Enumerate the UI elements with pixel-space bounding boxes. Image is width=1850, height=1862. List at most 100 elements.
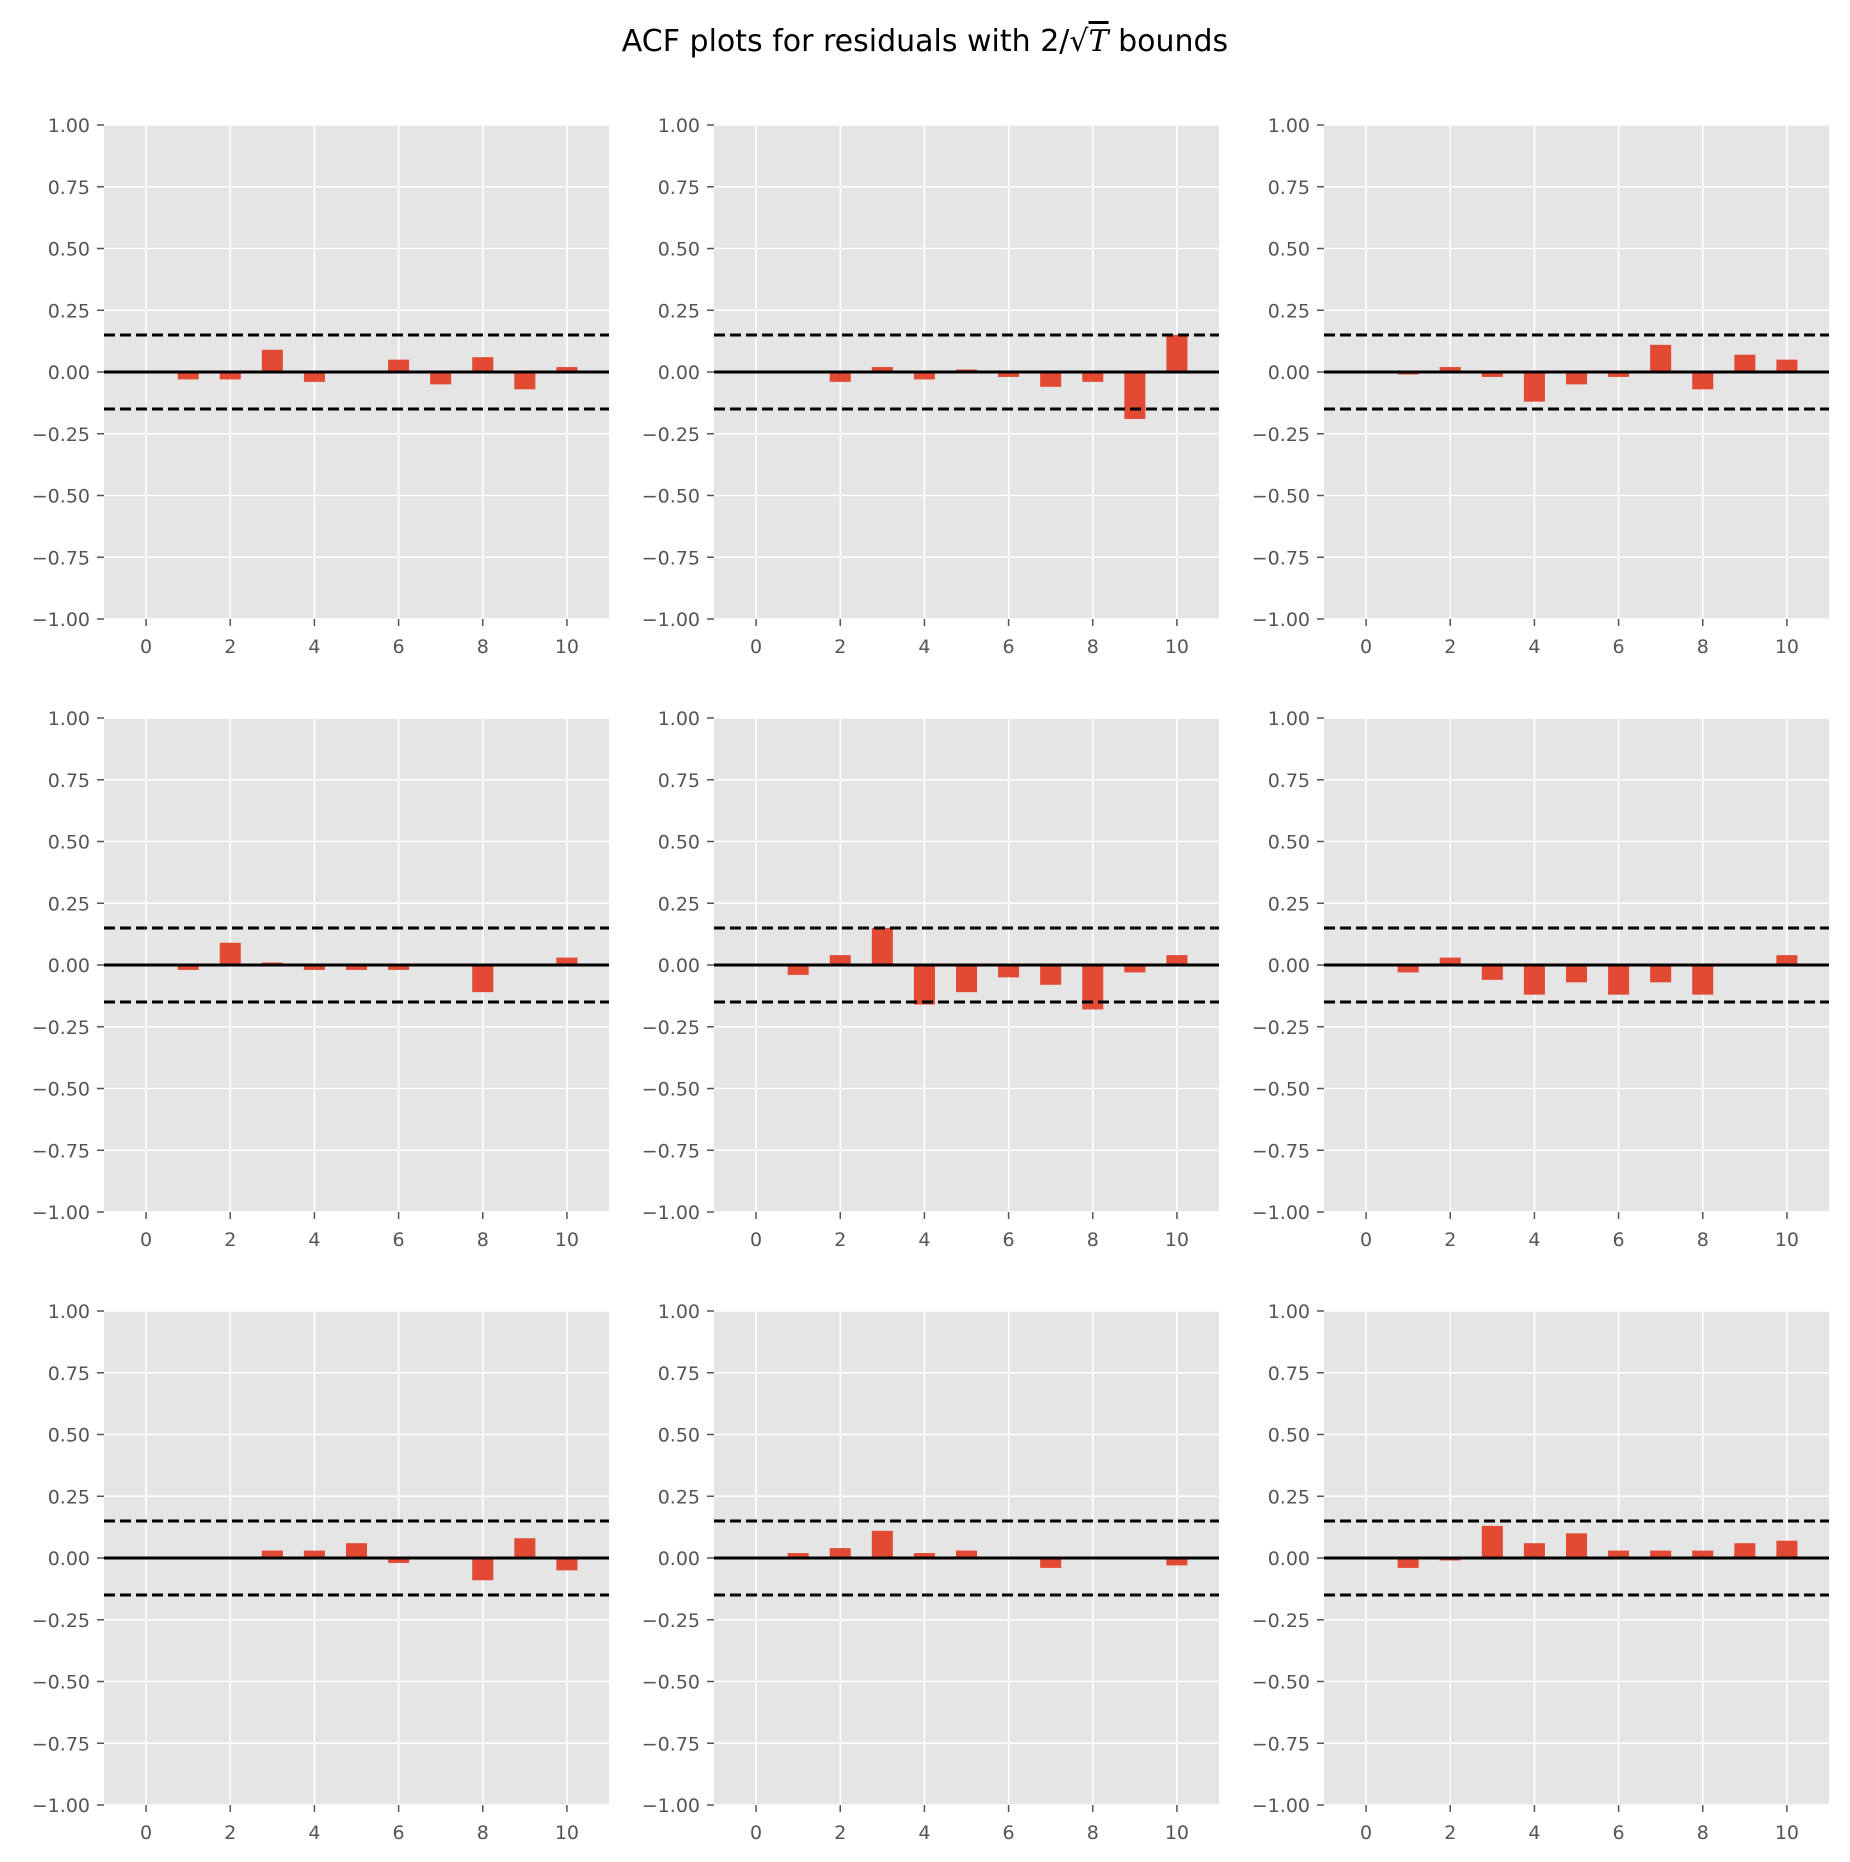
x-tick-label: 10 [1165, 636, 1189, 658]
x-tick-label: 8 [1087, 1822, 1099, 1844]
y-tick-label: 0.25 [1268, 1486, 1310, 1508]
x-tick-label: 0 [750, 1229, 762, 1251]
y-tick-label: 1.00 [1268, 115, 1310, 137]
acf-bar [1124, 372, 1146, 419]
acf-bar [1650, 1550, 1672, 1558]
y-tick-label: −0.75 [642, 1140, 700, 1162]
acf-bar [1166, 955, 1188, 965]
x-tick-label: 4 [308, 1229, 320, 1251]
acf-bar [955, 965, 978, 993]
y-tick-label: 0.25 [658, 893, 700, 915]
acf-bar [1040, 1558, 1062, 1568]
y-tick-label: 0.00 [658, 362, 700, 384]
figure-title: ACF plots for residuals with 2/√T bounds [0, 24, 1850, 59]
y-tick-label: −1.00 [1252, 1795, 1310, 1817]
x-tick-label: 2 [224, 1822, 236, 1844]
y-tick-label: 0.00 [48, 955, 90, 977]
y-tick-label: −0.75 [1252, 1140, 1310, 1162]
acf-bar [472, 1558, 494, 1581]
y-tick-label: 1.00 [48, 708, 90, 730]
acf-bar [1650, 344, 1672, 372]
x-tick-label: 2 [1444, 636, 1456, 658]
x-tick-label: 10 [1775, 1229, 1799, 1251]
x-tick-label: 2 [224, 1229, 236, 1251]
y-tick-label: 0.25 [658, 300, 700, 322]
y-tick-label: 0.75 [658, 1363, 700, 1385]
y-tick-label: 0.50 [658, 239, 700, 261]
x-tick-label: 10 [1775, 1822, 1799, 1844]
x-tick-label: 4 [1528, 1229, 1540, 1251]
acf-bar [261, 1550, 283, 1558]
y-tick-label: 0.75 [1268, 770, 1310, 792]
acf-bar [472, 965, 494, 993]
x-tick-label: 4 [308, 636, 320, 658]
y-tick-label: 1.00 [658, 115, 700, 137]
y-tick-label: 0.25 [1268, 300, 1310, 322]
x-tick-label: 6 [393, 1822, 405, 1844]
acf-panel: −1.00 −0.75 −0.50 −0.25 0.00 0.25 0.50 0.75 1.00… [32, 1301, 609, 1844]
acf-panel: −1.00 −0.75 −0.50 −0.25 0.00 0.25 0.50 0.75 1.00… [1252, 115, 1829, 658]
y-tick-label: −0.50 [32, 1079, 90, 1101]
x-tick-label: 10 [555, 1229, 579, 1251]
y-tick-label: 0.50 [658, 1425, 700, 1447]
x-tick-label: 2 [1444, 1822, 1456, 1844]
acf-bar [1481, 965, 1503, 980]
x-tick-label: 0 [1360, 1822, 1372, 1844]
x-tick-label: 8 [477, 1229, 489, 1251]
acf-bar [1565, 372, 1588, 385]
acf-panel: −1.00 −0.75 −0.50 −0.25 0.00 0.25 0.50 0.75 1.00… [642, 1301, 1219, 1844]
x-tick-label: 6 [393, 636, 405, 658]
y-tick-label: −0.50 [1252, 1672, 1310, 1694]
x-tick-label: 0 [750, 1822, 762, 1844]
figure-title-suffix: bounds [1108, 24, 1229, 59]
x-tick-label: 10 [555, 1822, 579, 1844]
acf-bar [913, 1553, 935, 1558]
y-tick-label: −0.50 [32, 486, 90, 508]
y-tick-label: −0.50 [642, 1672, 700, 1694]
acf-bar [388, 359, 410, 372]
y-tick-label: −1.00 [642, 1202, 700, 1224]
y-tick-label: −0.25 [32, 424, 90, 446]
y-tick-label: 0.25 [658, 1486, 700, 1508]
y-tick-label: −0.25 [642, 1610, 700, 1632]
acf-bar [303, 1550, 325, 1558]
acf-bar [514, 1538, 536, 1558]
x-tick-label: 0 [1360, 636, 1372, 658]
y-tick-label: 0.00 [1268, 362, 1310, 384]
acf-bar [219, 942, 241, 965]
acf-bar [787, 1553, 809, 1558]
y-tick-label: −0.50 [32, 1672, 90, 1694]
acf-bar [998, 372, 1020, 377]
acf-bar [514, 372, 536, 390]
y-tick-label: 1.00 [48, 115, 90, 137]
y-tick-label: −0.25 [1252, 1017, 1310, 1039]
y-tick-label: −1.00 [642, 609, 700, 631]
y-tick-label: −0.25 [32, 1017, 90, 1039]
x-tick-label: 4 [1528, 1822, 1540, 1844]
acf-bar [1481, 372, 1503, 377]
x-tick-label: 10 [555, 636, 579, 658]
y-tick-label: 0.75 [48, 770, 90, 792]
acf-bar [1166, 1558, 1188, 1566]
y-tick-label: −0.50 [1252, 486, 1310, 508]
x-tick-label: 0 [1360, 1229, 1372, 1251]
x-tick-label: 4 [918, 636, 930, 658]
acf-bar [1397, 1558, 1419, 1568]
y-tick-label: −0.75 [32, 1140, 90, 1162]
y-tick-label: 0.50 [48, 239, 90, 261]
acf-bar [787, 965, 809, 975]
y-tick-label: 0.75 [48, 177, 90, 199]
acf-bar [1776, 955, 1798, 965]
y-tick-label: 0.50 [1268, 832, 1310, 854]
y-tick-label: 0.00 [48, 1548, 90, 1570]
x-tick-label: 10 [1165, 1229, 1189, 1251]
x-tick-label: 2 [224, 636, 236, 658]
acf-bar [1523, 965, 1545, 995]
x-tick-label: 10 [1775, 636, 1799, 658]
y-tick-label: −1.00 [32, 609, 90, 631]
figure-title-sqrt: √ [1069, 24, 1089, 59]
acf-bar [871, 367, 893, 372]
acf-bar [871, 927, 893, 965]
acf-bar [1692, 965, 1714, 995]
x-tick-label: 0 [140, 1229, 152, 1251]
